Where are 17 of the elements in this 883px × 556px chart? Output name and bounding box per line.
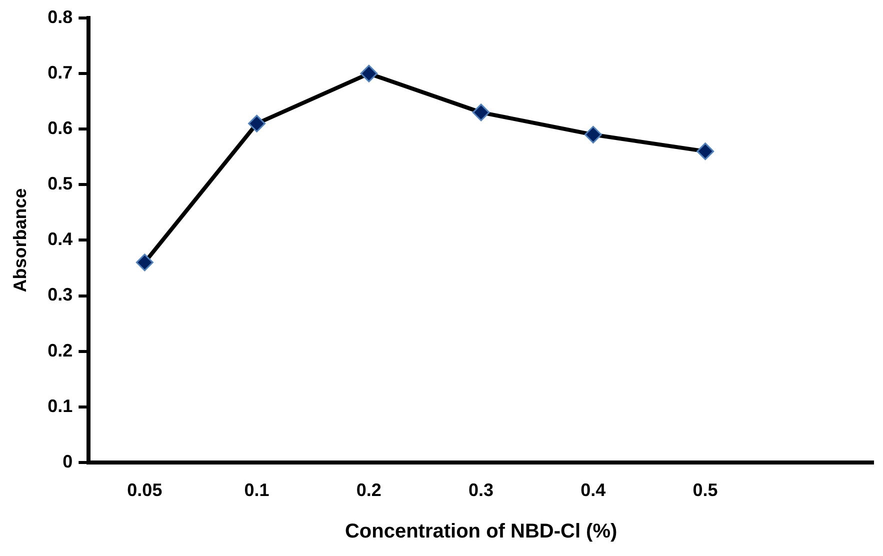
x-tick-label: 0.3 <box>468 480 494 500</box>
x-tick-label: 0.4 <box>580 480 606 500</box>
y-tick-label: 0.7 <box>48 62 73 83</box>
y-tick-label: 0.8 <box>48 6 73 27</box>
x-tick-label: 0.5 <box>692 480 718 500</box>
x-tick-label: 0.05 <box>127 480 162 500</box>
y-tick-label: 0.2 <box>48 340 73 360</box>
y-tick-label: 0 <box>62 451 73 472</box>
x-tick-label: 0.1 <box>244 480 270 500</box>
y-axis-title: Absorbance <box>10 188 30 292</box>
y-tick-label: 0.3 <box>48 284 73 305</box>
y-tick-label: 0.4 <box>48 229 73 250</box>
x-tick-label: 0.2 <box>356 480 382 500</box>
y-tick-label: 0.5 <box>48 174 73 194</box>
x-axis-title: Concentration of NBD-Cl (%) <box>344 520 618 543</box>
y-tick-label: 0.6 <box>48 118 73 138</box>
y-tick-label: 0.1 <box>48 396 73 416</box>
